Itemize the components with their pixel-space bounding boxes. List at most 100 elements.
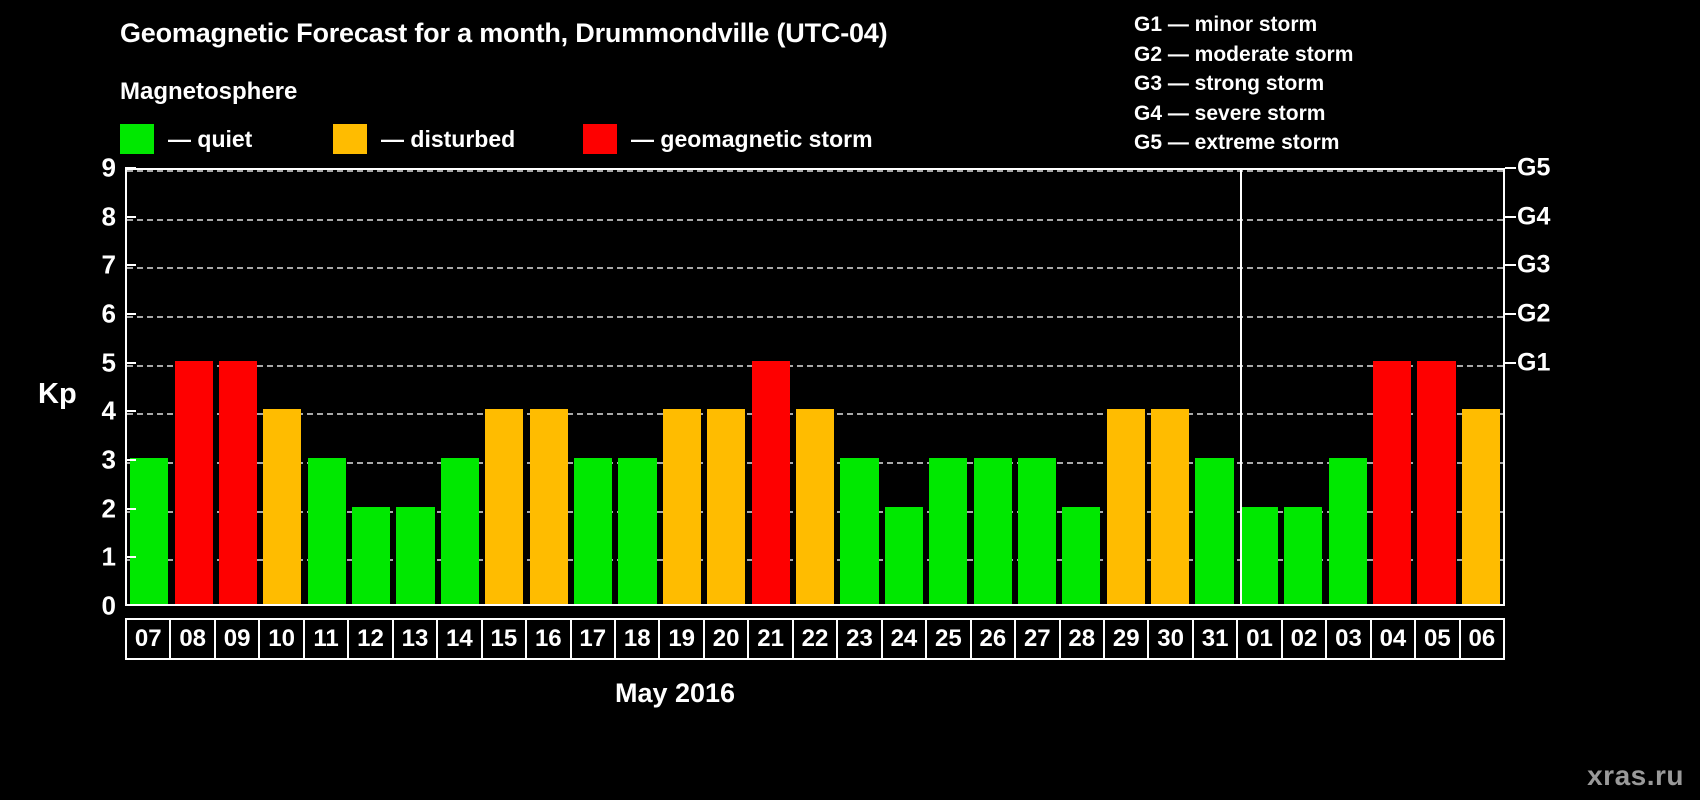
bar-cell-16[interactable] — [527, 170, 571, 604]
legend-swatch-disturbed — [333, 124, 367, 154]
bar-cell-03[interactable] — [1326, 170, 1370, 604]
y-tick-2: 2 — [101, 493, 116, 524]
bar-cell-04[interactable] — [1370, 170, 1414, 604]
bar-cell-18[interactable] — [615, 170, 659, 604]
bar-cell-27[interactable] — [1015, 170, 1059, 604]
bar-cell-31[interactable] — [1192, 170, 1236, 604]
bar-08[interactable] — [174, 360, 213, 604]
date-label-19: 19 — [660, 620, 705, 658]
bar-cell-29[interactable] — [1104, 170, 1148, 604]
bar-25[interactable] — [929, 458, 968, 604]
bar-27[interactable] — [1017, 458, 1057, 604]
y-tick-mark-5 — [125, 361, 136, 364]
g-tick-mark-G4 — [1505, 215, 1516, 218]
date-label-12: 12 — [349, 620, 394, 658]
bar-22[interactable] — [795, 409, 835, 604]
bar-cell-05[interactable] — [1414, 170, 1458, 604]
date-label-06: 06 — [1468, 625, 1496, 652]
date-label-13: 13 — [394, 620, 439, 658]
date-label-21: 21 — [749, 620, 794, 658]
bar-cell-08[interactable] — [171, 170, 215, 604]
month-divider-line — [1239, 170, 1242, 604]
gridline-kp-9 — [127, 170, 1503, 172]
bar-09[interactable] — [218, 360, 258, 604]
y-tick-0: 0 — [101, 590, 116, 621]
bar-cell-12[interactable] — [349, 170, 393, 604]
g-tick-G3: G3 — [1517, 250, 1551, 279]
y-tick-mark-8 — [125, 215, 136, 218]
bar-cell-06[interactable] — [1459, 170, 1503, 604]
bar-06[interactable] — [1461, 409, 1500, 604]
bar-15[interactable] — [485, 409, 524, 604]
bar-19[interactable] — [662, 409, 701, 604]
bar-cell-11[interactable] — [305, 170, 349, 604]
y-tick-3: 3 — [101, 444, 116, 475]
bar-cell-21[interactable] — [748, 170, 792, 604]
bar-cell-19[interactable] — [660, 170, 704, 604]
bar-cell-01[interactable] — [1237, 170, 1281, 604]
bar-18[interactable] — [618, 458, 657, 604]
bar-24[interactable] — [884, 506, 923, 604]
bar-cell-22[interactable] — [793, 170, 837, 604]
bar-30[interactable] — [1151, 409, 1190, 604]
g-tick-G1: G1 — [1517, 348, 1551, 377]
bar-cell-17[interactable] — [571, 170, 615, 604]
bar-cell-20[interactable] — [704, 170, 748, 604]
bar-11[interactable] — [307, 458, 346, 604]
date-label-23: 23 — [838, 620, 883, 658]
date-label-02: 02 — [1283, 620, 1328, 658]
bar-31[interactable] — [1195, 458, 1234, 604]
y-tick-mark-4 — [125, 410, 136, 413]
gridline-kp-8 — [127, 218, 1503, 221]
bar-cell-24[interactable] — [882, 170, 926, 604]
bar-04[interactable] — [1373, 360, 1412, 604]
bar-01[interactable] — [1239, 506, 1279, 604]
date-label-27: 27 — [1016, 620, 1061, 658]
legend-item-geomagnetic-storm: — geomagnetic storm — [583, 124, 873, 154]
bar-21[interactable] — [751, 360, 790, 604]
bar-cell-02[interactable] — [1281, 170, 1325, 604]
gridline-kp-5 — [127, 364, 1503, 367]
g-scale-legend: G1 — minor storm G2 — moderate storm G3 — … — [1134, 10, 1353, 158]
bar-cell-14[interactable] — [438, 170, 482, 604]
bar-cell-07[interactable] — [127, 170, 171, 604]
g-scale-row-5: G5 — extreme storm — [1134, 131, 1340, 154]
y-tick-mark-6 — [125, 313, 136, 315]
bar-14[interactable] — [440, 458, 480, 604]
bar-17[interactable] — [574, 458, 613, 604]
bar-cell-25[interactable] — [926, 170, 970, 604]
g-tick-mark-G1 — [1505, 361, 1516, 364]
bar-26[interactable] — [973, 458, 1012, 604]
g-tick-G2: G2 — [1517, 299, 1551, 328]
bar-cell-13[interactable] — [393, 170, 437, 604]
bar-12[interactable] — [352, 506, 391, 604]
bar-28[interactable] — [1062, 506, 1101, 604]
date-label-07: 07 — [127, 620, 172, 658]
y-tick-mark-9 — [125, 167, 136, 169]
date-label-11: 11 — [305, 620, 350, 658]
bar-29[interactable] — [1106, 409, 1145, 604]
bar-20[interactable] — [707, 409, 746, 604]
bar-05[interactable] — [1417, 360, 1456, 604]
bar-cell-28[interactable] — [1059, 170, 1103, 604]
bar-16[interactable] — [529, 409, 568, 604]
bar-cell-30[interactable] — [1148, 170, 1192, 604]
bar-cell-23[interactable] — [837, 170, 881, 604]
bar-07[interactable] — [130, 458, 169, 604]
gridline-kp-7 — [127, 267, 1503, 270]
y-tick-mark-7 — [125, 264, 136, 267]
bar-cell-26[interactable] — [970, 170, 1014, 604]
bar-13[interactable] — [396, 506, 435, 604]
bar-03[interactable] — [1328, 458, 1367, 604]
bar-10[interactable] — [263, 409, 302, 604]
bar-cell-09[interactable] — [216, 170, 260, 604]
bar-cell-15[interactable] — [482, 170, 526, 604]
y-tick-4: 4 — [101, 395, 116, 426]
bar-23[interactable] — [840, 458, 879, 604]
date-label-22: 22 — [794, 620, 839, 658]
date-label-17: 17 — [572, 620, 616, 658]
g-scale-row-3: G3 — strong storm — [1134, 72, 1325, 95]
bar-cell-10[interactable] — [260, 170, 304, 604]
bar-02[interactable] — [1284, 506, 1323, 604]
plot-area — [125, 168, 1505, 606]
